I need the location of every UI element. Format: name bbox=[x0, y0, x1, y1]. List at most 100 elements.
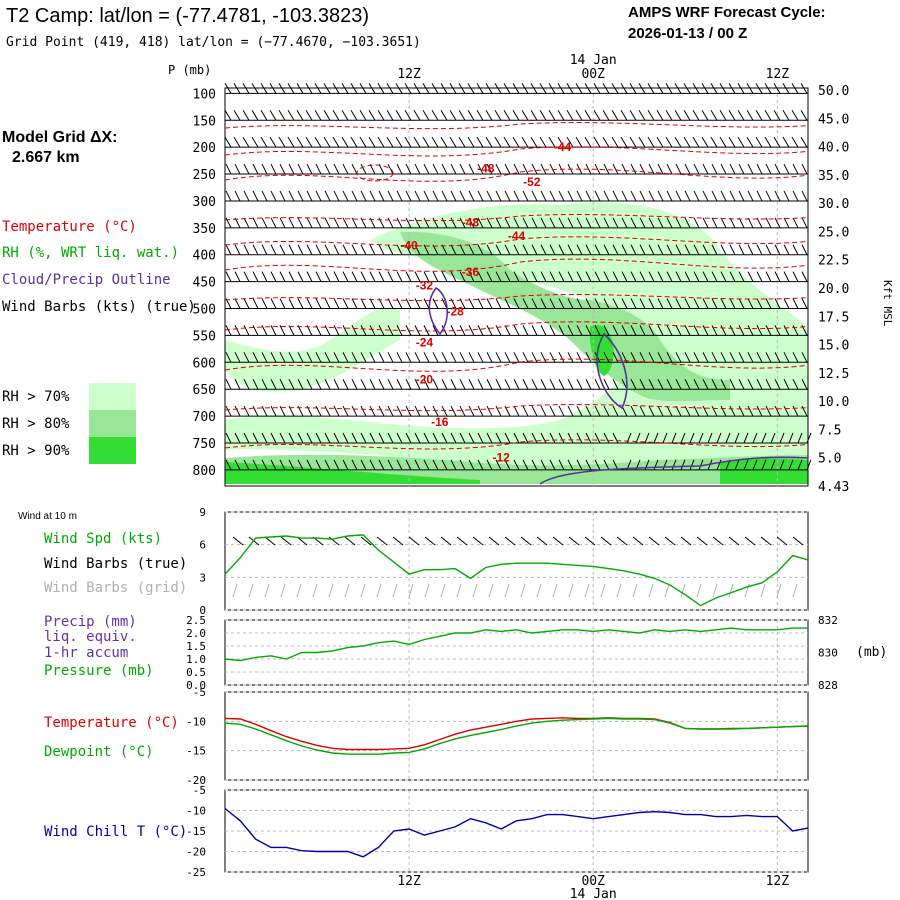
wind-barb bbox=[567, 378, 574, 390]
wind-barb bbox=[684, 352, 691, 363]
wind-barb bbox=[323, 83, 331, 94]
rh-legend-label: RH > 80% bbox=[2, 416, 70, 432]
wind-barb bbox=[567, 298, 574, 309]
wind-barb bbox=[675, 217, 682, 229]
wind-barb bbox=[279, 378, 286, 390]
wind-barb bbox=[743, 459, 749, 471]
wind-barb bbox=[566, 110, 574, 121]
wind-barb bbox=[689, 459, 695, 471]
wind-barb bbox=[360, 271, 367, 282]
wind-barb bbox=[657, 325, 664, 336]
wind-barb bbox=[458, 110, 466, 121]
wind-barb bbox=[738, 298, 745, 309]
wind-barb bbox=[720, 271, 727, 282]
wind-barb bbox=[552, 536, 564, 546]
wind-barb bbox=[761, 432, 767, 444]
wind-barb-grid bbox=[232, 583, 238, 598]
wind-barb bbox=[675, 378, 682, 390]
temperature-contour-label: -32 bbox=[416, 278, 434, 292]
wind-barb bbox=[783, 163, 790, 175]
wind-barb bbox=[621, 244, 628, 255]
kft-tick-label: 22.5 bbox=[818, 254, 849, 269]
wind-barb bbox=[342, 217, 349, 229]
wind-barb bbox=[801, 190, 808, 202]
wind-barb bbox=[368, 83, 376, 94]
wind-barb-grid bbox=[312, 583, 318, 598]
wind-barb bbox=[540, 217, 547, 229]
wind-barb bbox=[278, 110, 286, 121]
wind-barb bbox=[414, 217, 421, 229]
wind-barb bbox=[680, 536, 692, 546]
wind-barb bbox=[477, 459, 484, 471]
wind-barb bbox=[333, 432, 340, 444]
y-tick-label: 1.5 bbox=[186, 640, 206, 653]
wind-barb bbox=[756, 190, 763, 202]
wind-barb bbox=[333, 459, 340, 471]
wind-barb bbox=[315, 163, 322, 175]
wind-barb bbox=[387, 378, 394, 390]
wind-barb bbox=[779, 432, 785, 444]
wind-barb bbox=[513, 190, 520, 202]
wind-barb bbox=[378, 459, 385, 471]
temperature-contour-label: -16 bbox=[431, 415, 449, 429]
wind-barb bbox=[611, 136, 619, 148]
wind-barb bbox=[557, 136, 565, 148]
wind-barb bbox=[324, 432, 331, 444]
wind-barb bbox=[594, 378, 601, 390]
wind-barb-grid bbox=[424, 583, 430, 598]
wind-barb bbox=[351, 190, 358, 202]
wind-barb bbox=[720, 163, 727, 175]
wind-barb bbox=[557, 83, 565, 94]
wind-barb bbox=[396, 405, 403, 417]
wind-barb bbox=[648, 536, 660, 546]
wind-barb bbox=[806, 459, 812, 471]
wind-barb bbox=[477, 378, 484, 390]
wind-barb bbox=[279, 271, 286, 282]
right-tick-label: 832 bbox=[818, 614, 838, 627]
wind-barb bbox=[297, 432, 304, 444]
wind-barb bbox=[279, 190, 286, 202]
wind-barb bbox=[243, 271, 250, 282]
wind-barb bbox=[630, 244, 637, 255]
wind-barb bbox=[450, 190, 457, 202]
rh-legend: RH > 70% RH > 80% RH > 90% bbox=[2, 383, 136, 464]
wind-barb bbox=[657, 378, 664, 390]
wind-barb bbox=[234, 244, 241, 255]
wind-barb bbox=[468, 459, 475, 471]
wind-barb bbox=[594, 405, 601, 417]
wind-barb bbox=[504, 163, 511, 175]
wind-barb bbox=[486, 244, 493, 255]
wind-barb bbox=[396, 325, 403, 336]
wind-barb bbox=[666, 378, 673, 390]
wind-barb bbox=[396, 190, 403, 202]
wind-barb bbox=[765, 378, 772, 390]
wind-barb bbox=[333, 298, 340, 309]
temperature-contour-label: -28 bbox=[446, 305, 464, 319]
wind-barb bbox=[477, 190, 484, 202]
wind-barb bbox=[549, 352, 556, 363]
wind-barb bbox=[665, 110, 673, 121]
cloud-outline bbox=[428, 286, 448, 336]
wind-barb bbox=[513, 163, 520, 175]
wind-barb bbox=[458, 83, 466, 94]
y-tick-label: -5 bbox=[193, 784, 206, 797]
wind-barb bbox=[576, 244, 583, 255]
wind-barb bbox=[683, 136, 691, 148]
wind-barb bbox=[477, 217, 484, 229]
wind-barb bbox=[683, 83, 691, 94]
wind-barb bbox=[716, 432, 722, 444]
wind-barb bbox=[423, 163, 430, 175]
wind-barb bbox=[386, 110, 394, 121]
wind-barb bbox=[693, 405, 700, 417]
wind-barb bbox=[369, 432, 376, 444]
wind-barb bbox=[306, 459, 313, 471]
wind-barb bbox=[629, 83, 637, 94]
wind-barb-grid bbox=[552, 583, 558, 598]
wind-barb bbox=[252, 378, 259, 390]
kft-axis-label: Kft MSL bbox=[881, 280, 894, 327]
wind-barb bbox=[575, 136, 583, 148]
wind-barb bbox=[648, 325, 655, 336]
temperature-contour bbox=[224, 122, 809, 130]
wind-barb bbox=[648, 298, 655, 309]
